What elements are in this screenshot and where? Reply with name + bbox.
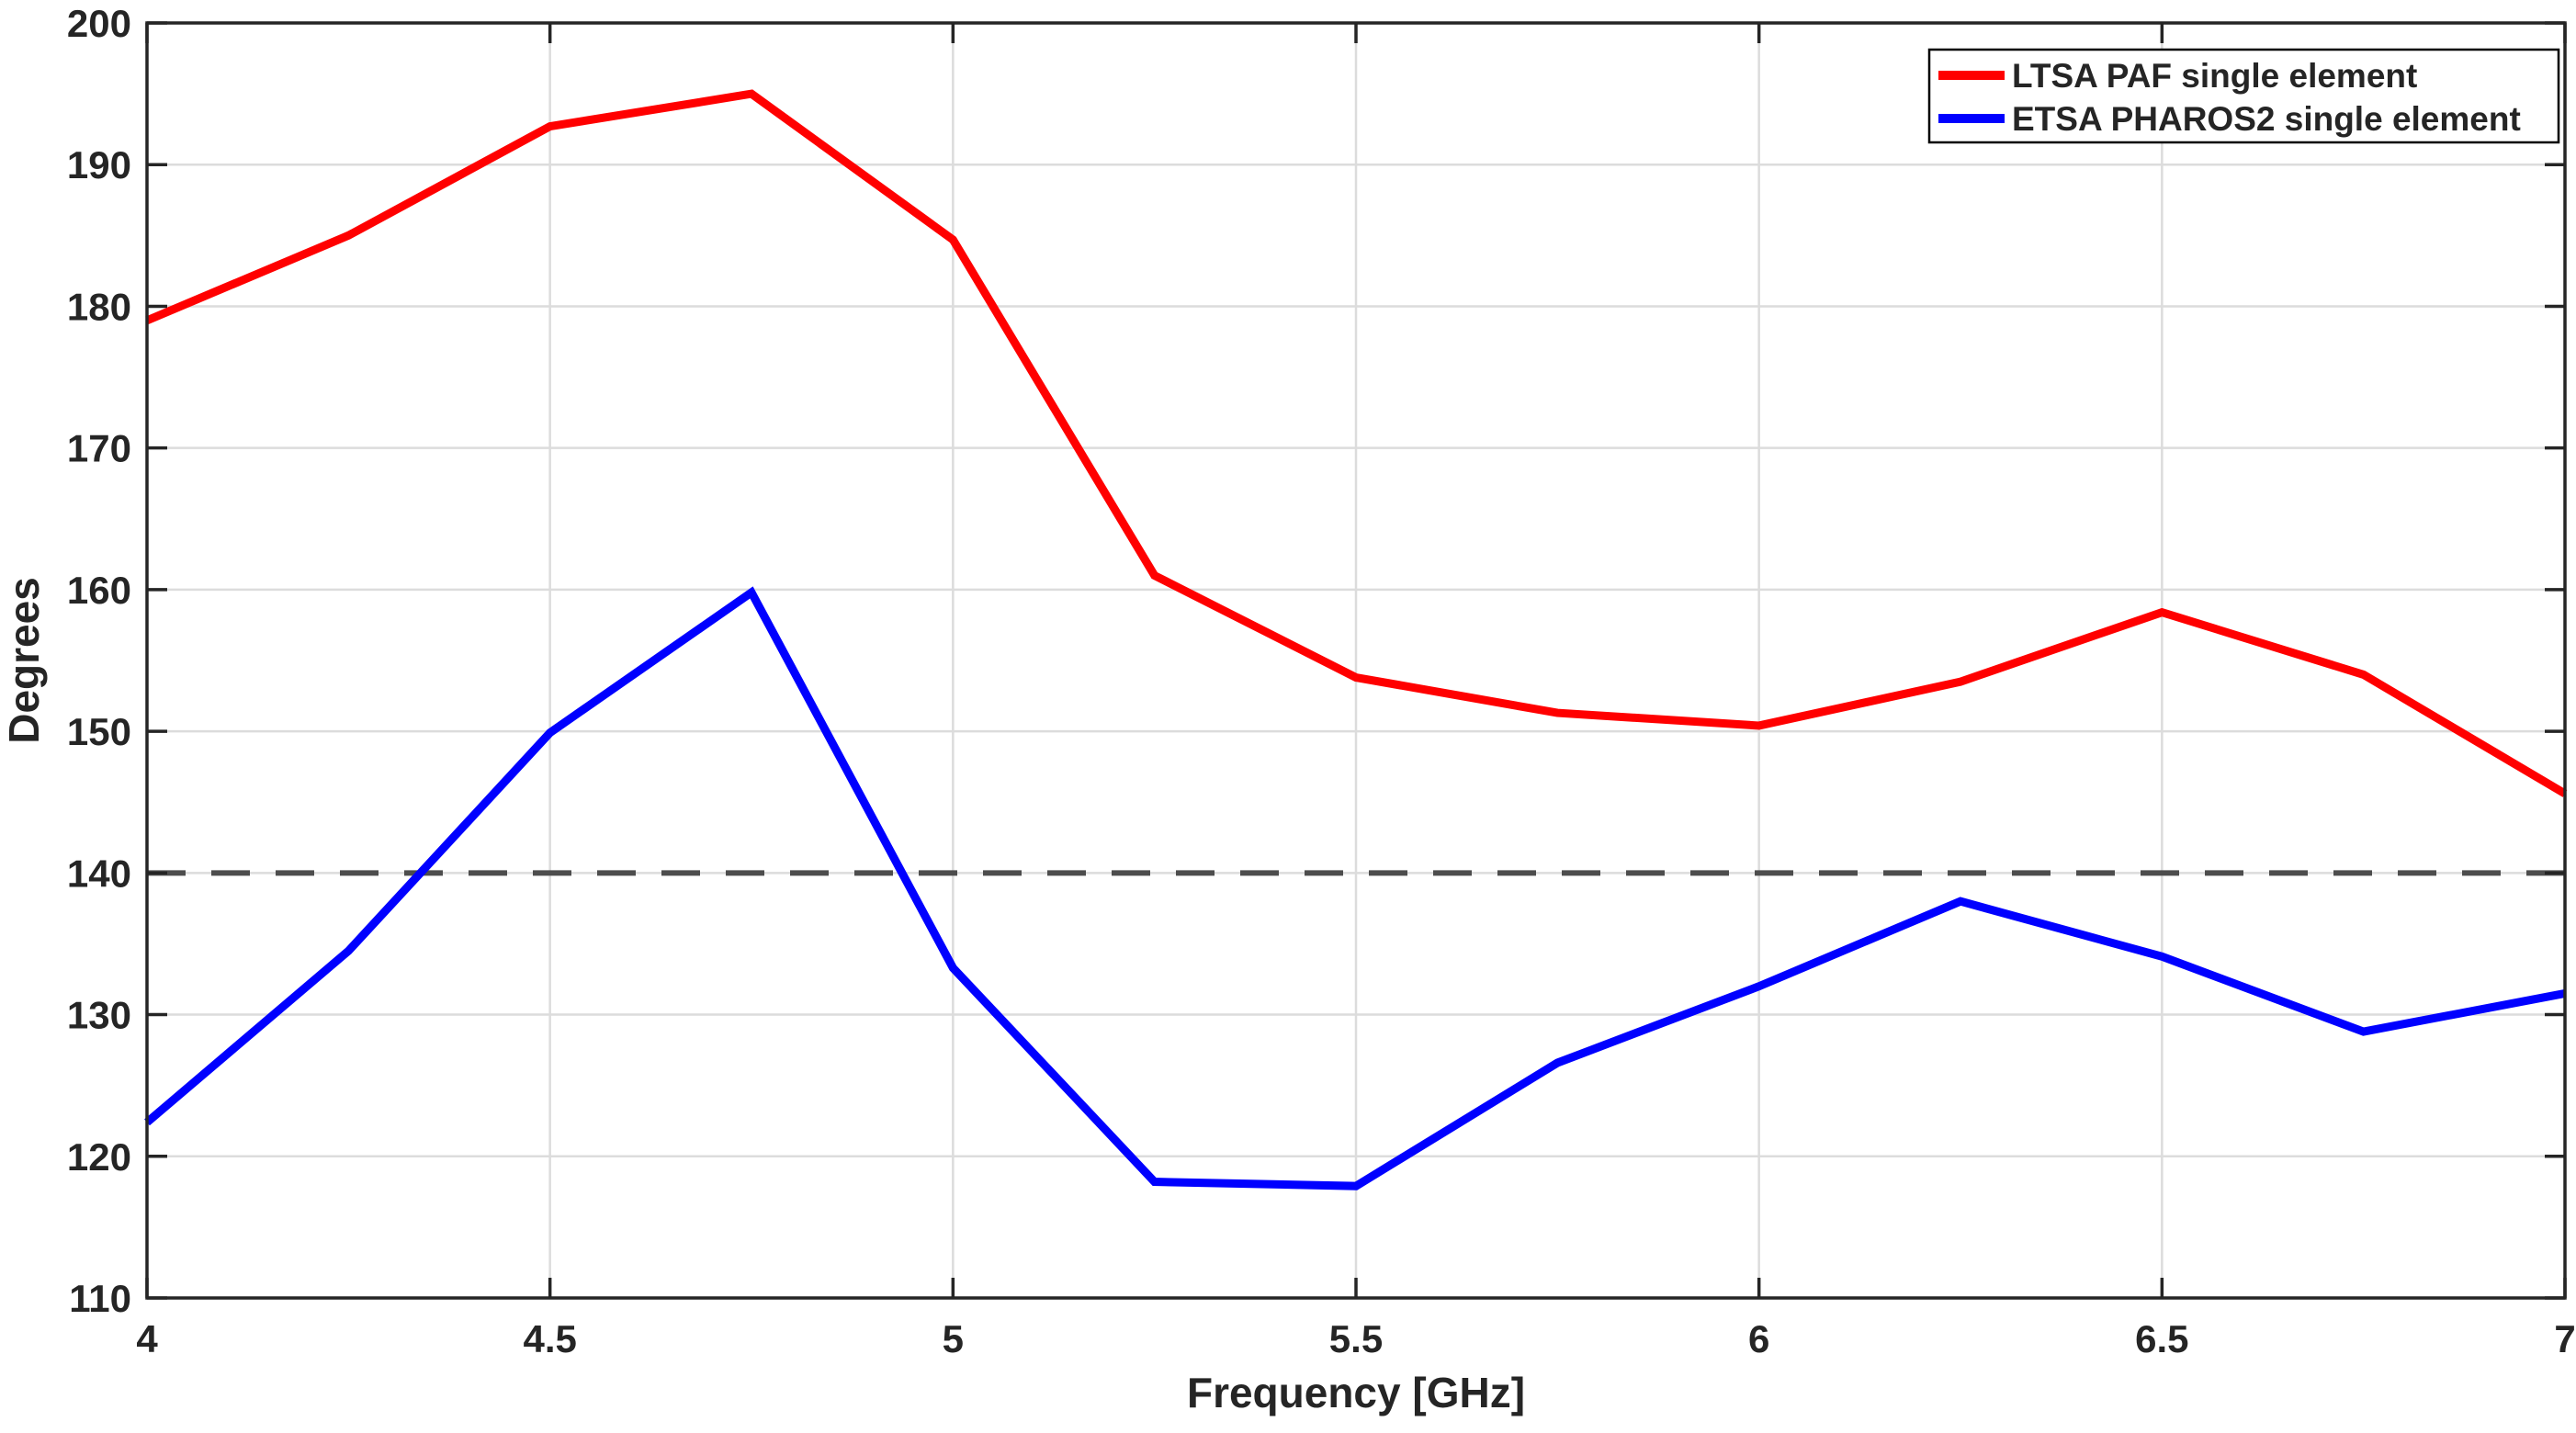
x-tick-label: 5: [943, 1317, 964, 1360]
tick-label-layer: 4 4.5 5 5.5 6 6.5 7 110 120 130 140 150 160 170 180 190…: [67, 2, 2576, 1360]
x-tick-label: 4: [136, 1317, 158, 1360]
legend-label-ltsa: LTSA PAF single element: [2012, 57, 2417, 95]
grid-layer: [147, 23, 2565, 1298]
y-tick-label: 200: [67, 2, 131, 45]
plot-border: [145, 21, 2567, 1300]
x-tick-label: 6: [1748, 1317, 1769, 1360]
series-line-1: [144, 586, 2566, 1190]
y-tick-label: 110: [69, 1277, 131, 1320]
x-tick-label: 7: [2554, 1317, 2575, 1360]
x-tick-label: 5.5: [1329, 1317, 1383, 1360]
x-axis-title: Frequency [GHz]: [1187, 1369, 1525, 1416]
series-line-0: [145, 89, 2568, 797]
legend: LTSA PAF single element ETSA PHAROS2 sin…: [1927, 48, 2560, 144]
y-tick-label: 160: [67, 569, 131, 612]
legend-label-etsa: ETSA PHAROS2 single element: [2012, 100, 2521, 138]
series-layer: [144, 89, 2568, 1190]
y-tick-label: 130: [67, 994, 131, 1037]
y-axis-title: Degrees: [0, 577, 48, 744]
legend-box: [1927, 48, 2560, 144]
y-tick-label: 140: [67, 852, 131, 895]
y-tick-label: 150: [67, 710, 131, 753]
x-tick-label: 4.5: [523, 1317, 576, 1360]
y-tick-label: 120: [67, 1135, 131, 1179]
x-tick-label: 6.5: [2135, 1317, 2188, 1360]
y-tick-label: 170: [67, 427, 131, 470]
y-tick-label: 180: [67, 285, 131, 328]
y-tick-label: 190: [67, 143, 131, 186]
